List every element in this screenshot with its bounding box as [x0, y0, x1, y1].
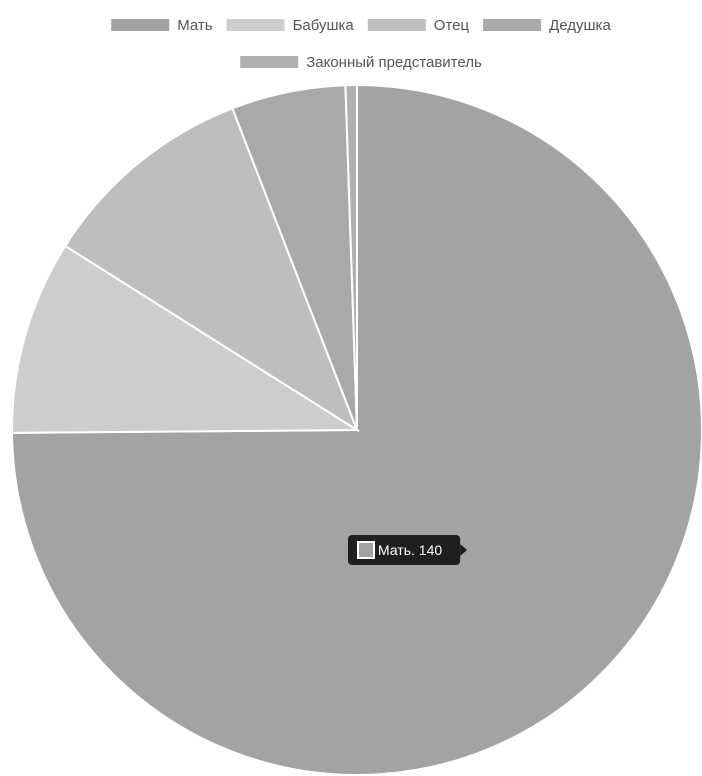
- legend-swatch-item-0: [111, 19, 170, 31]
- pie-slice-item-4[interactable]: [344, 83, 358, 431]
- legend-label-item-4: Законный представитель: [306, 54, 482, 71]
- pie-slice-item-2[interactable]: [63, 107, 360, 433]
- pie-slices: [11, 83, 702, 776]
- legend-item-item-4[interactable]: Законный представитель: [240, 54, 482, 71]
- tooltip-swatch: [357, 541, 375, 559]
- legend-item-item-2[interactable]: Отец: [367, 17, 470, 34]
- legend-label-item-2: Отец: [434, 17, 470, 34]
- legend-swatch-item-2: [367, 19, 426, 31]
- legend-item-item-3[interactable]: Дедушка: [483, 17, 611, 34]
- legend-swatch-item-4: [240, 56, 299, 68]
- legend-swatch-item-1: [226, 19, 285, 31]
- legend-label-item-1: Бабушка: [293, 17, 355, 34]
- tooltip-caret: [460, 544, 468, 556]
- legend-item-item-1[interactable]: Бабушка: [226, 17, 355, 34]
- chart-legend: Мать Бабушка Отец Дедушка Законный представи…: [111, 17, 611, 71]
- legend-swatch-item-3: [483, 19, 542, 31]
- tooltip-label: Мать. 140: [378, 542, 442, 558]
- legend-label-item-0: Мать: [177, 17, 213, 34]
- chart-tooltip: Мать. 140: [348, 535, 468, 565]
- legend-item-item-0[interactable]: Мать: [111, 17, 213, 34]
- tooltip-box: [348, 535, 461, 565]
- legend-label-item-3: Дедушка: [549, 17, 611, 34]
- pie-slice-item-1[interactable]: [11, 244, 361, 434]
